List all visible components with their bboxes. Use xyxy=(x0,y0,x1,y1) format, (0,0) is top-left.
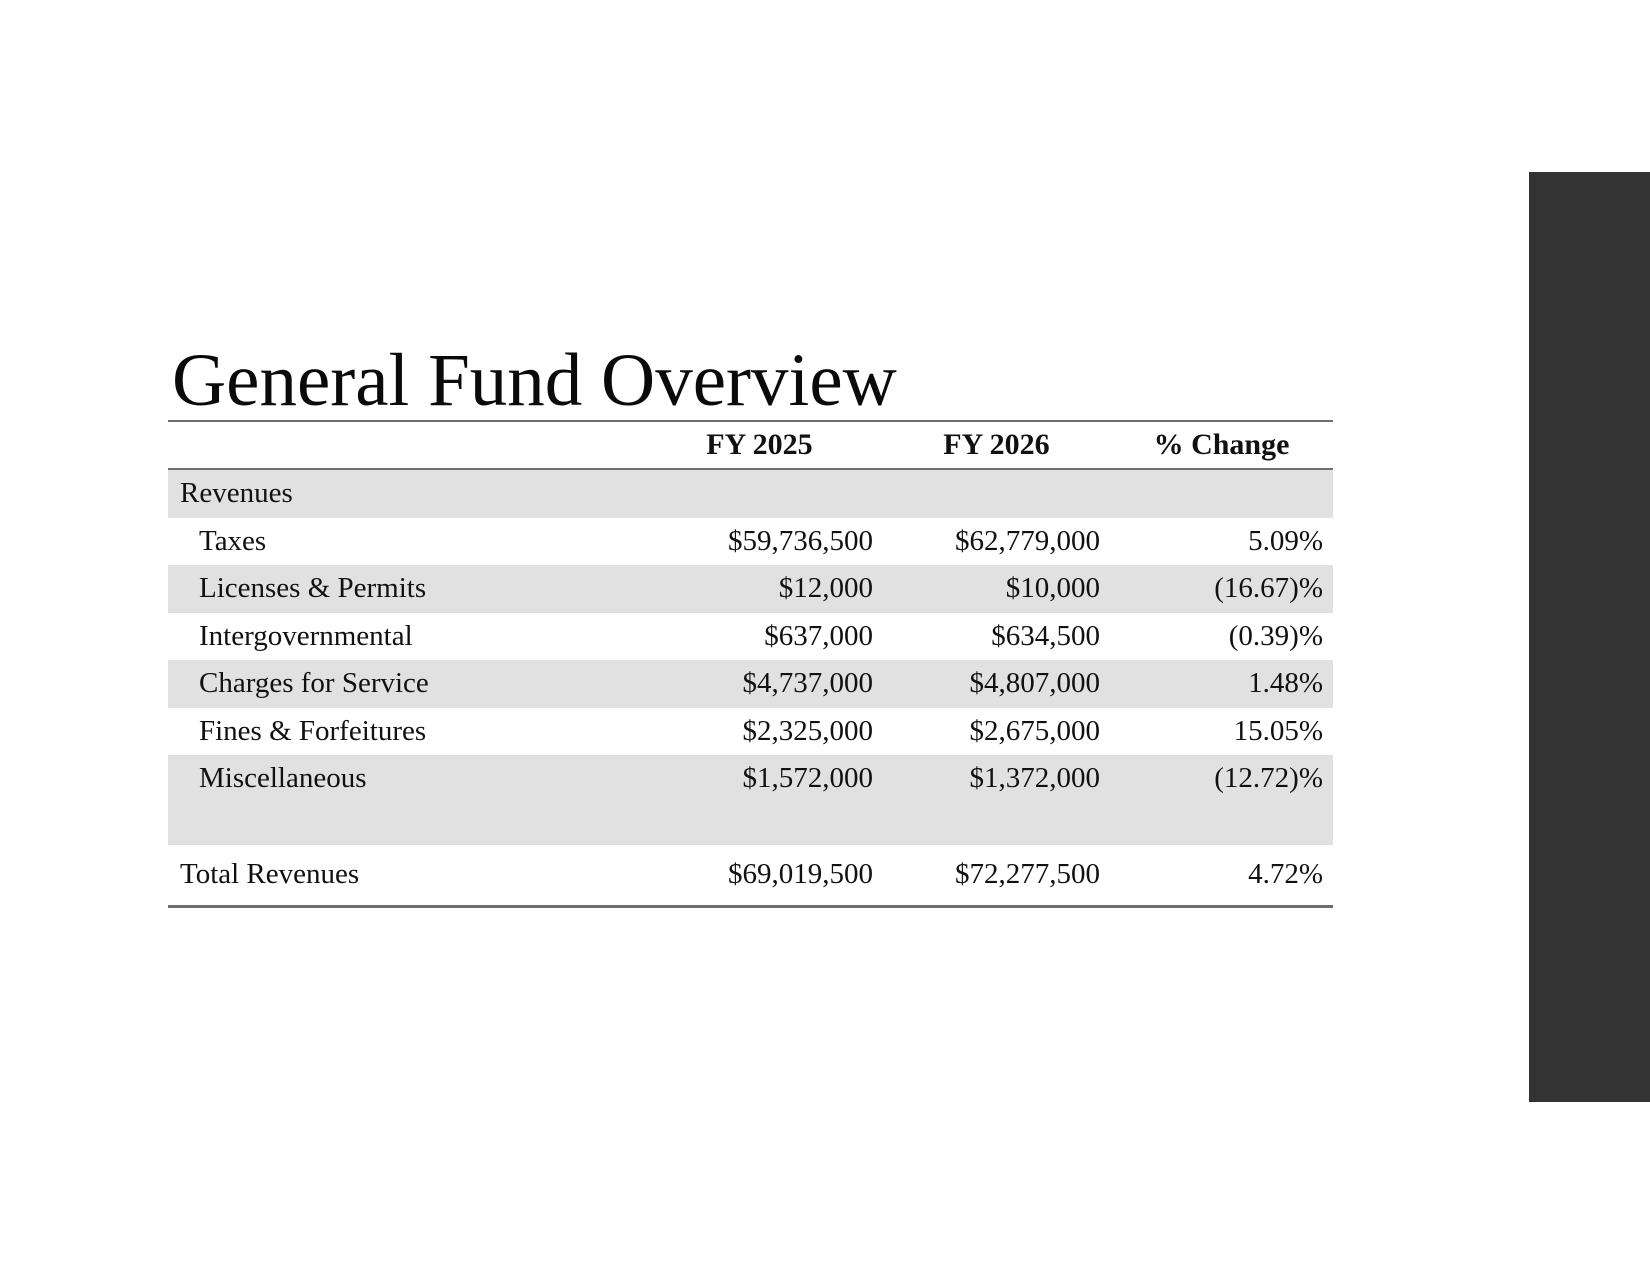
row-fy2026-value: $1,372,000 xyxy=(969,762,1101,795)
table-row-total-revenues: Total Revenues $69,019,500 $72,277,500 4… xyxy=(168,845,1333,905)
row-label: Charges for Service xyxy=(199,667,429,700)
section-row-revenues: Revenues xyxy=(168,470,1333,518)
row-fy2026-value: $62,779,000 xyxy=(955,524,1100,557)
row-change-value: (16.67)% xyxy=(1214,572,1323,605)
total-change-value: 4.72% xyxy=(1248,858,1323,890)
row-label: Taxes xyxy=(199,524,267,557)
row-fy2026-value: $634,500 xyxy=(991,619,1100,652)
row-label: Fines & Forfeitures xyxy=(199,714,427,747)
column-header-fy2026: FY 2026 xyxy=(943,428,1050,461)
row-label: Intergovernmental xyxy=(199,619,413,652)
total-fy2025-value: $69,019,500 xyxy=(728,858,873,890)
general-fund-table: FY 2025 FY 2026 % Change Revenues Taxes … xyxy=(168,420,1333,908)
row-change-value: 15.05% xyxy=(1233,714,1323,747)
row-fy2026-value: $10,000 xyxy=(1005,572,1100,605)
row-change-value: 1.48% xyxy=(1248,667,1323,700)
total-label: Total Revenues xyxy=(180,858,360,890)
total-fy2026-value: $72,277,500 xyxy=(955,858,1100,890)
row-fy2025-value: $59,736,500 xyxy=(728,524,873,557)
row-fy2026-value: $2,675,000 xyxy=(969,714,1101,747)
column-header-change: % Change xyxy=(1153,428,1290,461)
row-label: Licenses & Permits xyxy=(199,572,427,605)
row-change-value: (0.39)% xyxy=(1228,619,1323,652)
row-change-value: (12.72)% xyxy=(1214,762,1323,795)
table-row-charges-for-service: Charges for Service $4,737,000 $4,807,00… xyxy=(168,660,1333,708)
table-row-taxes: Taxes $59,736,500 $62,779,000 5.09% xyxy=(168,518,1333,566)
row-change-value: 5.09% xyxy=(1248,524,1323,557)
row-fy2025-value: $2,325,000 xyxy=(742,714,874,747)
row-fy2025-value: $1,572,000 xyxy=(742,762,874,795)
column-header-fy2025: FY 2025 xyxy=(706,428,813,461)
row-fy2026-value: $4,807,000 xyxy=(969,667,1101,700)
spacer-row xyxy=(168,802,1333,845)
section-label: Revenues xyxy=(180,477,293,510)
table-row-intergovernmental: Intergovernmental $637,000 $634,500 (0.3… xyxy=(168,613,1333,661)
row-fy2025-value: $4,737,000 xyxy=(742,667,874,700)
table-row-licenses-permits: Licenses & Permits $12,000 $10,000 (16.6… xyxy=(168,565,1333,613)
accent-bar xyxy=(1529,172,1650,1102)
row-fy2025-value: $637,000 xyxy=(764,619,873,652)
row-fy2025-value: $12,000 xyxy=(778,572,873,605)
row-label: Miscellaneous xyxy=(199,762,367,795)
table-row-fines-forfeitures: Fines & Forfeitures $2,325,000 $2,675,00… xyxy=(168,708,1333,756)
table-header-row: FY 2025 FY 2026 % Change xyxy=(168,422,1333,470)
slide-title: General Fund Overview xyxy=(172,339,897,423)
table-row-miscellaneous: Miscellaneous $1,572,000 $1,372,000 (12.… xyxy=(168,755,1333,803)
